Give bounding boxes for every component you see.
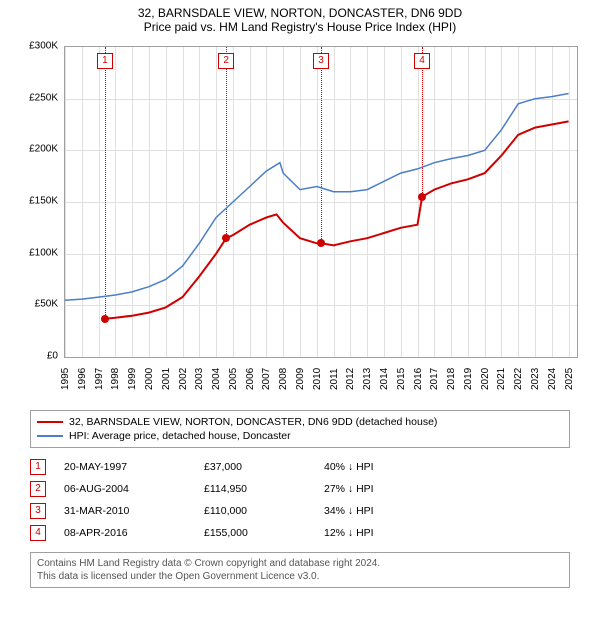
y-tick-label: £100K — [29, 247, 58, 258]
marker-dot — [101, 315, 109, 323]
x-tick-label: 2017 — [429, 368, 437, 390]
x-tick-label: 2012 — [345, 368, 353, 390]
y-tick-label: £150K — [29, 196, 58, 207]
sales-date: 08-APR-2016 — [64, 527, 204, 539]
x-tick-label: 2011 — [329, 368, 337, 390]
sales-hpi: 27% ↓ HPI — [324, 483, 570, 495]
x-tick-label: 2023 — [530, 368, 538, 390]
x-tick-label: 2010 — [312, 368, 320, 390]
sales-marker: 3 — [30, 503, 46, 519]
x-tick-label: 2000 — [144, 368, 152, 390]
x-tick-label: 2015 — [396, 368, 404, 390]
chart-container: 32, BARNSDALE VIEW, NORTON, DONCASTER, D… — [0, 0, 600, 598]
x-tick-label: 2016 — [413, 368, 421, 390]
chart-box: £0 £50K £100K £150K £200K £250K £300K 1 2 3 4 199… — [20, 40, 580, 400]
legend-row-price: 32, BARNSDALE VIEW, NORTON, DONCASTER, D… — [37, 415, 563, 429]
legend-row-hpi: HPI: Average price, detached house, Donc… — [37, 429, 563, 443]
x-tick-label: 2005 — [228, 368, 236, 390]
chart-title-line2: Price paid vs. HM Land Registry's House … — [10, 20, 590, 34]
marker-dot — [317, 239, 325, 247]
y-tick-label: £0 — [47, 351, 58, 362]
y-tick-label: £200K — [29, 144, 58, 155]
sales-price: £155,000 — [204, 527, 324, 539]
y-tick-label: £300K — [29, 41, 58, 52]
marker-box: 4 — [414, 53, 430, 69]
sales-price: £114,950 — [204, 483, 324, 495]
sales-marker: 2 — [30, 481, 46, 497]
sales-hpi: 40% ↓ HPI — [324, 461, 570, 473]
series-price_paid — [105, 121, 569, 318]
marker-dot — [222, 234, 230, 242]
series-hpi — [65, 94, 569, 301]
sales-hpi: 12% ↓ HPI — [324, 527, 570, 539]
chart-title-line1: 32, BARNSDALE VIEW, NORTON, DONCASTER, D… — [10, 6, 590, 20]
x-tick-label: 2019 — [463, 368, 471, 390]
x-tick-label: 1999 — [127, 368, 135, 390]
x-tick-label: 2024 — [547, 368, 555, 390]
y-axis-labels: £0£50K£100K£150K£200K£250K£300K — [20, 46, 60, 356]
sales-price: £110,000 — [204, 505, 324, 517]
sales-row: 4 08-APR-2016£155,00012% ↓ HPI — [30, 522, 570, 544]
chart-lines — [65, 47, 577, 357]
sales-date: 20-MAY-1997 — [64, 461, 204, 473]
sales-marker: 1 — [30, 459, 46, 475]
sales-row: 1 20-MAY-1997£37,00040% ↓ HPI — [30, 456, 570, 478]
marker-box: 1 — [97, 53, 113, 69]
x-tick-label: 1995 — [60, 368, 68, 390]
sales-row: 3 31-MAR-2010£110,00034% ↓ HPI — [30, 500, 570, 522]
x-tick-label: 1998 — [110, 368, 118, 390]
footer-line1: Contains HM Land Registry data © Crown c… — [37, 557, 563, 570]
x-tick-label: 2002 — [178, 368, 186, 390]
x-tick-label: 2014 — [379, 368, 387, 390]
legend: 32, BARNSDALE VIEW, NORTON, DONCASTER, D… — [30, 410, 570, 448]
x-tick-label: 2007 — [261, 368, 269, 390]
sales-row: 2 06-AUG-2004£114,95027% ↓ HPI — [30, 478, 570, 500]
x-tick-label: 2025 — [564, 368, 572, 390]
legend-swatch-hpi — [37, 435, 63, 437]
x-tick-label: 1996 — [77, 368, 85, 390]
sales-table: 1 20-MAY-1997£37,00040% ↓ HPI 2 06-AUG-2004… — [30, 456, 570, 544]
marker-box: 2 — [218, 53, 234, 69]
footer: Contains HM Land Registry data © Crown c… — [30, 552, 570, 588]
sales-marker: 4 — [30, 525, 46, 541]
plot-area: 1 2 3 4 — [64, 46, 578, 358]
x-tick-label: 2009 — [295, 368, 303, 390]
x-tick-label: 2004 — [211, 368, 219, 390]
x-tick-label: 2021 — [496, 368, 504, 390]
sales-hpi: 34% ↓ HPI — [324, 505, 570, 517]
sales-price: £37,000 — [204, 461, 324, 473]
x-axis-labels: 1995199619971998199920002001200220032004… — [64, 364, 576, 398]
marker-dot — [418, 193, 426, 201]
x-tick-label: 2022 — [513, 368, 521, 390]
legend-label-price: 32, BARNSDALE VIEW, NORTON, DONCASTER, D… — [69, 416, 437, 428]
legend-label-hpi: HPI: Average price, detached house, Donc… — [69, 430, 291, 442]
x-tick-label: 1997 — [94, 368, 102, 390]
y-tick-label: £50K — [35, 299, 58, 310]
x-tick-label: 2003 — [194, 368, 202, 390]
sales-date: 06-AUG-2004 — [64, 483, 204, 495]
x-tick-label: 2008 — [278, 368, 286, 390]
footer-line2: This data is licensed under the Open Gov… — [37, 570, 563, 583]
x-tick-label: 2001 — [161, 368, 169, 390]
x-tick-label: 2013 — [362, 368, 370, 390]
x-tick-label: 2006 — [245, 368, 253, 390]
x-tick-label: 2020 — [480, 368, 488, 390]
legend-swatch-price — [37, 421, 63, 423]
marker-box: 3 — [313, 53, 329, 69]
x-tick-label: 2018 — [446, 368, 454, 390]
sales-date: 31-MAR-2010 — [64, 505, 204, 517]
y-tick-label: £250K — [29, 92, 58, 103]
